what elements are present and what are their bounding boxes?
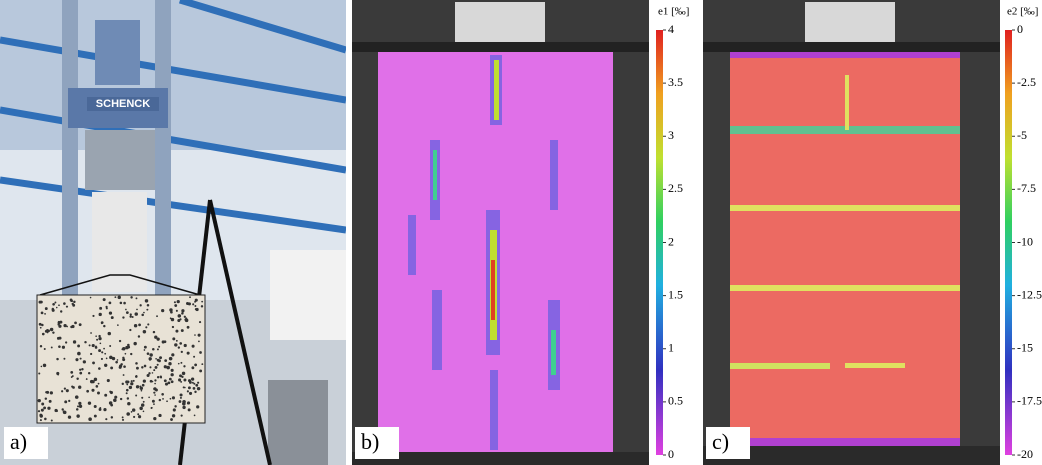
tick-label: 0 xyxy=(668,447,674,461)
panel-label: c) xyxy=(712,429,729,454)
tick-label: -12.5 xyxy=(1017,287,1042,301)
colorbar-title: e1 [‰] xyxy=(658,6,689,18)
photo-panel: SCHENCK a) xyxy=(0,0,346,465)
tick-label: 1.5 xyxy=(668,287,683,301)
strain-map-e1: b) xyxy=(352,0,649,465)
page: SCHENCK a) b) xyxy=(0,0,1042,465)
tick-label: 2 xyxy=(668,234,674,248)
tick-label: -15 xyxy=(1017,341,1033,355)
tick-label: 0.5 xyxy=(668,394,683,408)
tick-label: 4 xyxy=(668,22,674,36)
panel-label: a) xyxy=(10,429,27,454)
colorbar xyxy=(1005,30,1012,455)
figure: SCHENCK a) b) xyxy=(0,0,1042,465)
tick-label: 3.5 xyxy=(668,75,683,89)
tick-label: -7.5 xyxy=(1017,181,1036,195)
strain-map-e2: c) xyxy=(703,0,1000,465)
tick-label: -20 xyxy=(1017,447,1033,461)
machine-label: SCHENCK xyxy=(96,98,150,110)
tick-label: 2.5 xyxy=(668,181,683,195)
tick-label: 1 xyxy=(668,341,674,355)
colorbar-title: e2 [‰] xyxy=(1007,6,1038,18)
tick-label: -10 xyxy=(1017,234,1033,248)
panel-label: b) xyxy=(361,429,379,454)
tick-label: -5 xyxy=(1017,128,1027,142)
tick-label: 0 xyxy=(1017,22,1023,36)
tick-label: -2.5 xyxy=(1017,75,1036,89)
tick-label: 3 xyxy=(668,128,674,142)
colorbar xyxy=(656,30,663,455)
tick-label: -17.5 xyxy=(1017,394,1042,408)
